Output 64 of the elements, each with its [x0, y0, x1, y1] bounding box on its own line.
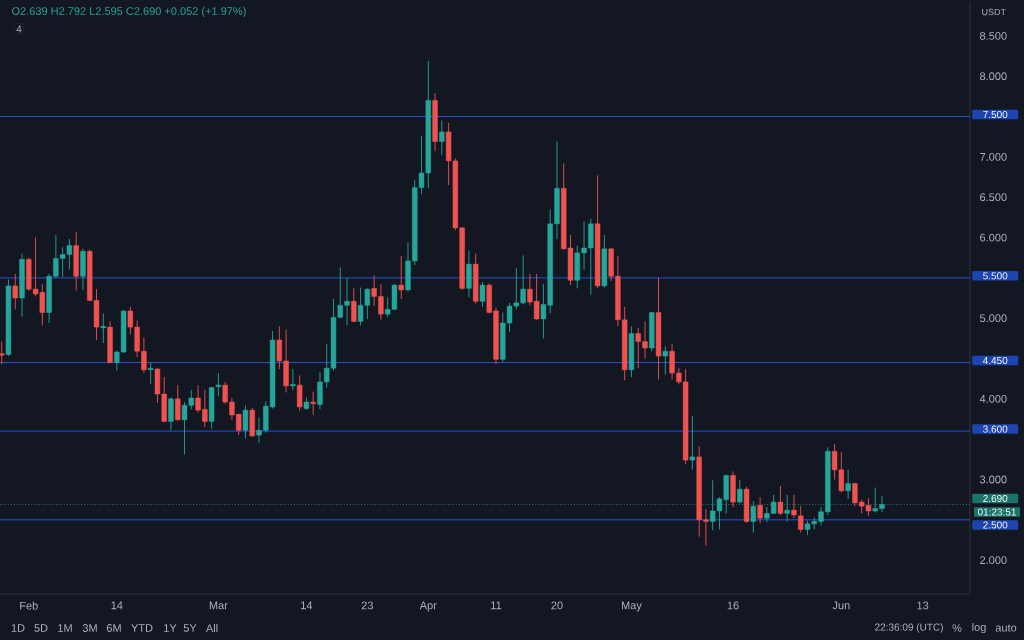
candlestick	[100, 312, 106, 344]
candlestick	[479, 281, 486, 308]
candlestick	[290, 368, 296, 391]
x-tick-label: 23	[361, 601, 373, 610]
x-tick-label: Feb	[20, 601, 38, 610]
candlestick	[175, 384, 181, 422]
ref-line-label: 2.690	[983, 494, 1008, 503]
text: 6M	[106, 624, 121, 632]
candlestick	[398, 255, 404, 300]
candlestick	[439, 120, 445, 156]
candlestick	[12, 273, 18, 310]
x-tick-label: 20	[551, 601, 563, 610]
text: YTD	[131, 624, 153, 632]
x-tick-label: 14	[301, 601, 313, 610]
ref-line-label: 2.500	[983, 521, 1008, 529]
text: auto	[995, 624, 1017, 632]
candlestick	[296, 375, 303, 412]
x-tick-label: May	[621, 601, 642, 612]
candlestick	[215, 372, 222, 397]
text: %	[952, 624, 962, 632]
y-tick-label: 8.000	[980, 72, 1007, 81]
text: 5D	[34, 624, 48, 632]
y-tick-label: 4.000	[979, 394, 1007, 403]
candlestick	[845, 469, 851, 500]
text: 5Y	[183, 624, 197, 632]
text: USDT	[982, 8, 1006, 16]
y-tick-label: 8.500	[980, 32, 1007, 40]
candlestick	[351, 287, 357, 323]
text: log	[972, 622, 986, 634]
x-tick-label: Mar	[209, 601, 228, 610]
y-tick-label: 6.500	[980, 193, 1007, 202]
y-tick-label: 3.000	[979, 475, 1007, 484]
candlestick	[168, 396, 174, 431]
text: 1D	[11, 624, 25, 632]
ref-line-label: 5.500	[983, 272, 1008, 280]
text: 01:23:51	[977, 508, 1016, 516]
candlestick	[147, 362, 154, 385]
text: 22:36:09 (UTC)	[875, 623, 943, 633]
x-tick-label: 13	[917, 601, 929, 610]
text: 1Y	[164, 624, 177, 632]
candlestick	[242, 404, 249, 439]
x-tick-label: 16	[727, 601, 739, 610]
candlestick	[662, 345, 668, 376]
y-tick-label: 7.000	[980, 153, 1007, 161]
x-tick-label: Apr	[419, 601, 437, 612]
y-tick-label: 5.000	[979, 314, 1007, 323]
candlestick	[689, 415, 696, 471]
text: 1M	[58, 624, 72, 632]
ref-line-label: 7.500	[983, 110, 1008, 119]
candlestick	[310, 391, 316, 416]
text: 3M	[82, 624, 97, 632]
x-tick-label: 11	[491, 601, 502, 610]
text: All	[205, 624, 218, 632]
annotation: O2.639 H2.792 L2.595 C2.690 +0.052 (+1.97%)	[12, 6, 246, 18]
ref-line-label: 4.450	[982, 356, 1008, 365]
candlestick	[0, 341, 5, 365]
ref-line-label: 3.600	[983, 425, 1008, 433]
y-tick-label: 2.000	[980, 556, 1007, 565]
x-tick-label: 14	[111, 601, 123, 610]
candlestick	[777, 485, 784, 516]
candlestick	[757, 496, 763, 524]
x-tick-label: Jun	[832, 601, 850, 610]
y-tick-label: 6.000	[980, 233, 1007, 242]
annotation: 4	[16, 25, 22, 33]
